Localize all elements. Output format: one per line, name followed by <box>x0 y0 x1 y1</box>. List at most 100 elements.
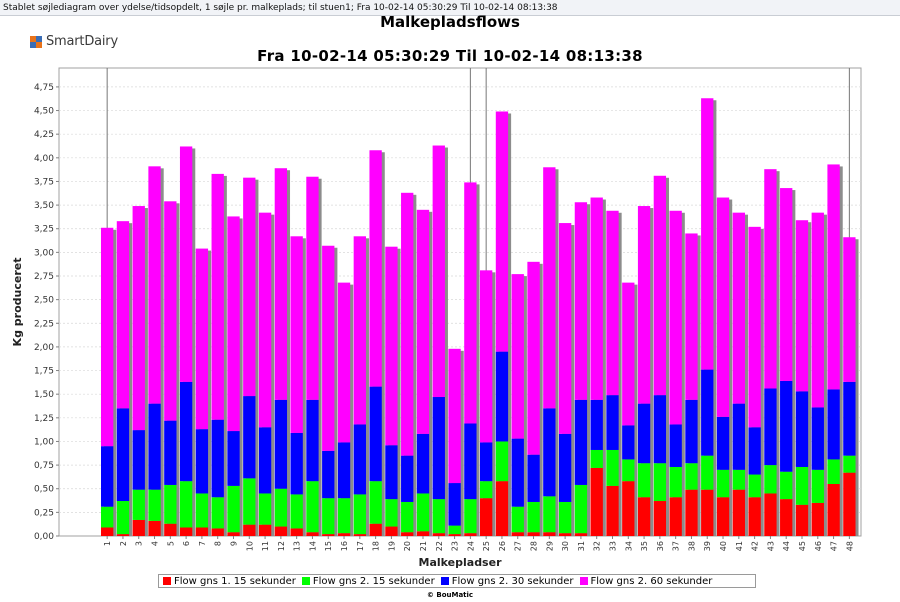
x-tick-label: 5 <box>166 541 175 546</box>
bar-segment <box>590 399 603 450</box>
y-tick-label: 1,50 <box>34 390 54 400</box>
chart-legend: Flow gns 1. 15 sekunder Flow gns 2. 15 se… <box>158 574 756 588</box>
bar-segment <box>574 484 588 534</box>
bar-segment <box>432 499 445 534</box>
y-tick-label: 2,75 <box>34 272 54 282</box>
legend-label: Flow gns 1. 15 sekunder <box>174 575 296 587</box>
bar-segment <box>480 481 493 499</box>
x-tick-label: 9 <box>229 541 238 546</box>
bar-segment <box>495 351 509 442</box>
bar-segment <box>558 223 572 434</box>
x-tick-label: 34 <box>624 541 633 551</box>
bar-segment <box>495 481 509 536</box>
bar-segment <box>527 454 540 502</box>
x-tick-label: 36 <box>656 541 665 551</box>
legend-item: Flow gns 2. 30 sekunder <box>440 575 574 587</box>
bar-segment <box>495 441 509 482</box>
bar-segment <box>101 506 114 528</box>
bar-segment <box>606 395 619 450</box>
y-tick-label: 3,75 <box>34 177 54 187</box>
chart-title: Malkepladsflows <box>380 13 520 31</box>
bar-segment <box>795 466 809 505</box>
legend-item: Flow gns 2. 15 sekunder <box>301 575 435 587</box>
bar-segment <box>764 169 777 389</box>
x-tick-label: 48 <box>845 541 854 551</box>
bar-segment <box>258 212 272 428</box>
bar-segment <box>227 532 240 536</box>
bar-segment <box>622 282 635 426</box>
bar-segment <box>353 424 366 495</box>
x-tick-label: 24 <box>466 541 475 551</box>
bar-segment <box>764 465 777 494</box>
bar-segment <box>179 146 193 382</box>
bar-segment <box>401 192 414 456</box>
bar-segment <box>416 209 430 434</box>
x-tick-label: 27 <box>514 541 523 551</box>
x-tick-label: 13 <box>293 541 302 551</box>
bar-segment <box>685 489 698 536</box>
x-tick-label: 38 <box>687 541 696 551</box>
legend-label: Flow gns 2. 30 sekunder <box>451 575 574 587</box>
smartdairy-logo-text: SmartDairy <box>46 34 118 49</box>
x-tick-label: 11 <box>261 541 270 551</box>
bar-segment <box>148 166 161 404</box>
bar-segment <box>764 388 777 466</box>
bar-segment <box>622 459 635 482</box>
bar-segment <box>543 532 556 536</box>
bar-segment <box>322 498 335 535</box>
bar-segment <box>401 532 414 536</box>
bar-segment <box>701 455 714 490</box>
bar-segment <box>811 407 824 470</box>
bar-segment <box>432 145 445 398</box>
bar-segment <box>132 430 145 490</box>
bar-segment <box>337 533 351 536</box>
bar-segment <box>369 523 382 536</box>
bar-segment <box>179 481 193 528</box>
y-tick-label: 4,50 <box>34 107 54 117</box>
bar-segment <box>464 499 477 534</box>
x-tick-label: 1 <box>103 541 112 546</box>
bar-segment <box>306 399 319 482</box>
bar-segment <box>606 449 619 486</box>
x-tick-label: 40 <box>719 541 728 551</box>
bar-segment <box>685 233 698 400</box>
bar-segment <box>243 177 256 397</box>
x-tick-label: 8 <box>214 541 223 546</box>
bar-segment <box>558 433 572 502</box>
window-title: Stablet søjlediagram over ydelse/tidsopd… <box>3 3 558 13</box>
bar-segment <box>195 527 209 536</box>
bar-segment <box>637 206 651 404</box>
bar-segment <box>116 408 130 502</box>
x-tick-label: 4 <box>151 541 160 546</box>
bar-segment <box>748 497 761 536</box>
bar-segment <box>101 446 114 507</box>
bar-segment <box>164 484 177 524</box>
bar-segment <box>527 261 540 455</box>
legend-label: Flow gns 2. 15 sekunder <box>312 575 435 587</box>
bar-segment <box>622 481 635 536</box>
bar-segment <box>274 168 288 400</box>
bar-segment <box>195 493 209 528</box>
x-tick-label: 32 <box>593 541 602 551</box>
bar-segment <box>101 527 114 536</box>
x-tick-label: 42 <box>751 541 760 551</box>
x-tick-label: 20 <box>403 541 412 551</box>
bar-segment <box>353 494 366 535</box>
chart-subtitle: Fra 10-02-14 05:30:29 Til 10-02-14 08:13… <box>257 47 643 65</box>
bar-segment <box>795 504 809 536</box>
x-tick-label: 44 <box>782 541 791 551</box>
y-tick-label: 3,50 <box>34 201 54 211</box>
bar-segment <box>116 501 130 535</box>
bar-segment <box>258 493 272 525</box>
bar-segment <box>716 497 730 536</box>
legend-swatch <box>163 577 171 585</box>
bar-segment <box>637 403 651 464</box>
bar-segment <box>558 501 572 534</box>
y-tick-label: 4,75 <box>34 83 54 93</box>
bar-segment <box>827 164 840 390</box>
bar-segment <box>622 425 635 460</box>
bar-segment <box>101 227 114 447</box>
bar-segment <box>701 369 714 456</box>
bar-segment <box>811 212 824 408</box>
bar-segment <box>480 498 493 536</box>
